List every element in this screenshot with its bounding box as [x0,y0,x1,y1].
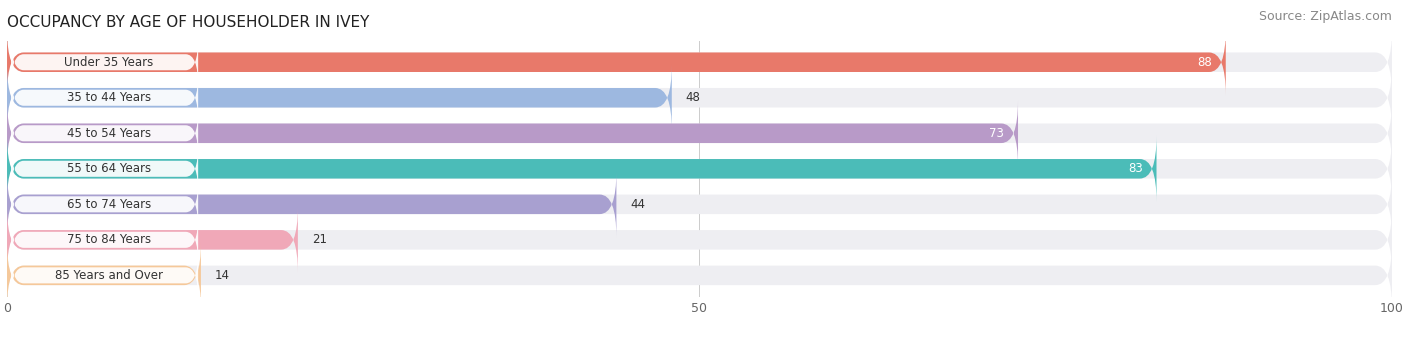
FancyBboxPatch shape [11,145,198,193]
FancyBboxPatch shape [7,172,1392,237]
FancyBboxPatch shape [7,100,1018,166]
Text: OCCUPANCY BY AGE OF HOUSEHOLDER IN IVEY: OCCUPANCY BY AGE OF HOUSEHOLDER IN IVEY [7,15,370,30]
FancyBboxPatch shape [7,65,1392,131]
FancyBboxPatch shape [7,65,672,131]
FancyBboxPatch shape [11,38,198,86]
FancyBboxPatch shape [7,242,1392,308]
FancyBboxPatch shape [7,207,298,273]
FancyBboxPatch shape [11,251,198,299]
Text: 75 to 84 Years: 75 to 84 Years [66,233,150,246]
Text: 55 to 64 Years: 55 to 64 Years [66,162,150,175]
FancyBboxPatch shape [11,216,198,264]
Text: 88: 88 [1197,56,1212,69]
Text: 35 to 44 Years: 35 to 44 Years [66,91,150,104]
FancyBboxPatch shape [11,109,198,157]
Text: 73: 73 [990,127,1004,140]
Text: Source: ZipAtlas.com: Source: ZipAtlas.com [1258,10,1392,23]
Text: 48: 48 [686,91,700,104]
FancyBboxPatch shape [7,207,1392,273]
Text: 14: 14 [215,269,229,282]
FancyBboxPatch shape [7,29,1226,95]
FancyBboxPatch shape [7,172,616,237]
FancyBboxPatch shape [7,100,1392,166]
Text: 65 to 74 Years: 65 to 74 Years [66,198,150,211]
FancyBboxPatch shape [7,242,201,308]
Text: 21: 21 [312,233,326,246]
Text: 45 to 54 Years: 45 to 54 Years [66,127,150,140]
FancyBboxPatch shape [7,136,1392,202]
Text: 85 Years and Over: 85 Years and Over [55,269,163,282]
Text: 44: 44 [630,198,645,211]
FancyBboxPatch shape [11,180,198,228]
Text: Under 35 Years: Under 35 Years [65,56,153,69]
FancyBboxPatch shape [7,29,1392,95]
FancyBboxPatch shape [7,136,1157,202]
Text: 83: 83 [1128,162,1143,175]
FancyBboxPatch shape [11,74,198,122]
